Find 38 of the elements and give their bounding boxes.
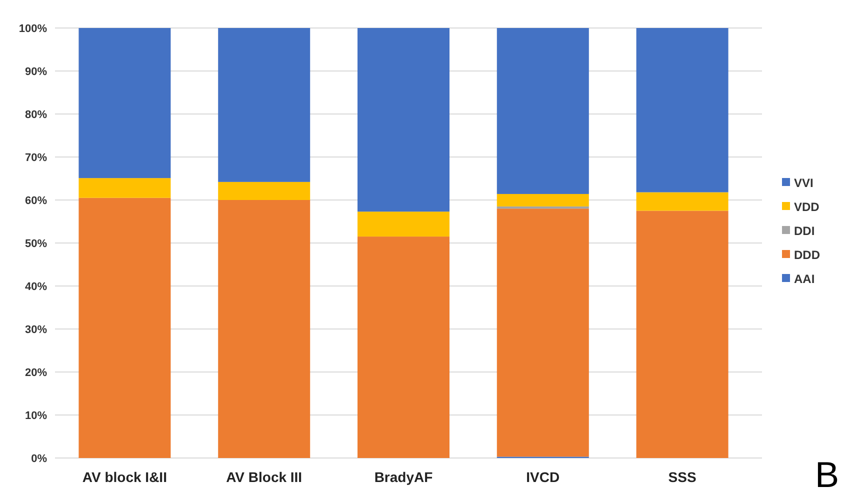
x-tick-label: IVCD [526,469,560,485]
legend-label: VVI [794,176,814,190]
y-tick-label: 50% [24,238,48,250]
y-tick-label: 60% [24,194,48,207]
y-tick-label: 20% [24,366,48,379]
y-tick-label: 40% [24,280,48,293]
bar [636,28,728,192]
y-tick-label: 100% [18,22,48,35]
bar [218,182,310,200]
y-tick-label: 30% [24,324,48,336]
bar [78,28,171,178]
bar [358,28,450,212]
y-tick-label: 70% [24,152,48,164]
x-tick-label: BradyAF [374,469,434,485]
bar [636,192,728,211]
legend-label: AAI [794,272,815,286]
bar [78,178,171,198]
y-tick-label: 80% [24,108,48,121]
bar [218,200,310,458]
bar [358,236,450,458]
y-tick-label: 0% [31,452,48,465]
bar [636,210,728,458]
x-tick-label: AV block I&II [82,469,167,485]
bar [496,206,589,209]
legend-label: DDD [794,248,820,262]
y-tick-label: 10% [24,410,48,422]
bar [496,208,589,457]
bar [358,212,450,237]
bar [218,28,310,182]
x-tick-label: SSS [668,469,696,485]
x-tick-label: AV Block III [226,469,302,485]
bar [78,198,171,458]
legend-label: DDI [794,224,815,238]
bar [496,28,589,194]
legend-label: VDD [794,200,820,214]
bar [496,194,589,206]
text: B [814,454,839,495]
y-tick-label: 90% [24,66,48,78]
